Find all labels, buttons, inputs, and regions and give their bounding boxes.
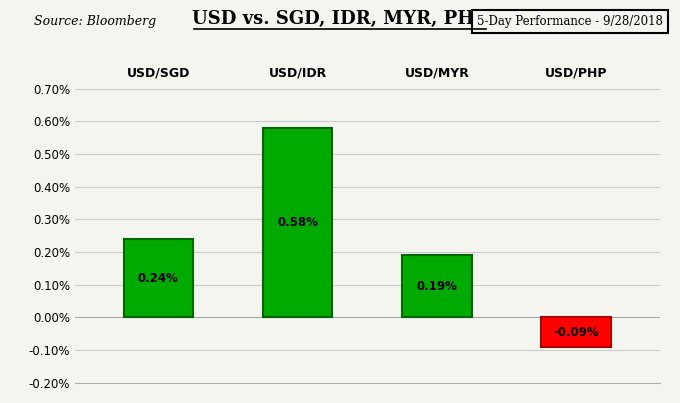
Text: Source: Bloomberg: Source: Bloomberg — [34, 15, 156, 28]
Text: 0.24%: 0.24% — [138, 272, 179, 285]
Bar — [402, 256, 472, 318]
Text: USD vs. SGD, IDR, MYR, PHP: USD vs. SGD, IDR, MYR, PHP — [192, 10, 488, 28]
Bar — [124, 239, 193, 318]
Text: USD/MYR: USD/MYR — [405, 67, 469, 80]
Text: 0.58%: 0.58% — [277, 216, 318, 229]
Bar — [262, 128, 333, 318]
Text: -0.09%: -0.09% — [554, 326, 599, 339]
Text: USD/IDR: USD/IDR — [269, 67, 326, 80]
Text: 5-Day Performance - 9/28/2018: 5-Day Performance - 9/28/2018 — [477, 15, 663, 28]
Text: 0.19%: 0.19% — [416, 280, 457, 293]
Text: USD/PHP: USD/PHP — [545, 67, 607, 80]
Bar — [541, 318, 611, 347]
Text: USD/SGD: USD/SGD — [126, 67, 190, 80]
